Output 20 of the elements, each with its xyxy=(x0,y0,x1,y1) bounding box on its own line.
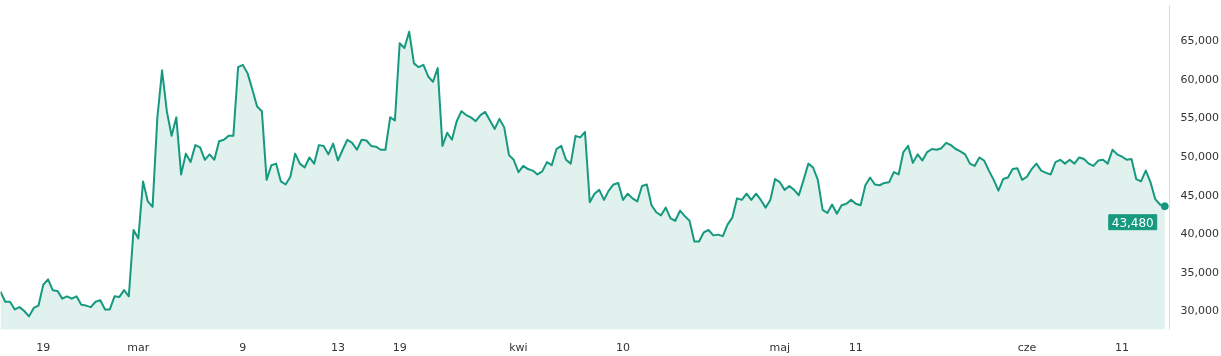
x-tick-label: maj xyxy=(769,340,791,354)
y-tick-label: 50,000 xyxy=(1180,149,1219,163)
x-tick-label: cze xyxy=(1017,340,1037,354)
x-tick-label: mar xyxy=(127,340,150,354)
y-tick-label: 60,000 xyxy=(1180,72,1219,86)
y-tick-label: 45,000 xyxy=(1180,188,1219,202)
x-tick-label: 19 xyxy=(36,340,51,354)
y-tick-label: 55,000 xyxy=(1180,111,1219,125)
x-tick-label: 11 xyxy=(1114,340,1129,354)
x-tick-label: 13 xyxy=(330,340,345,354)
x-tick-label: 19 xyxy=(392,340,407,354)
x-tick-label: 9 xyxy=(239,340,247,354)
annotation: 43,480 xyxy=(1111,215,1154,230)
x-tick-label: 11 xyxy=(848,340,863,354)
y-tick-label: 65,000 xyxy=(1180,34,1219,48)
y-tick-label: 35,000 xyxy=(1180,265,1219,279)
x-tick-label: kwi xyxy=(509,340,528,354)
y-tick-label: 40,000 xyxy=(1180,227,1219,241)
x-tick-label: 10 xyxy=(616,340,631,354)
y-tick-label: 30,000 xyxy=(1180,304,1219,318)
